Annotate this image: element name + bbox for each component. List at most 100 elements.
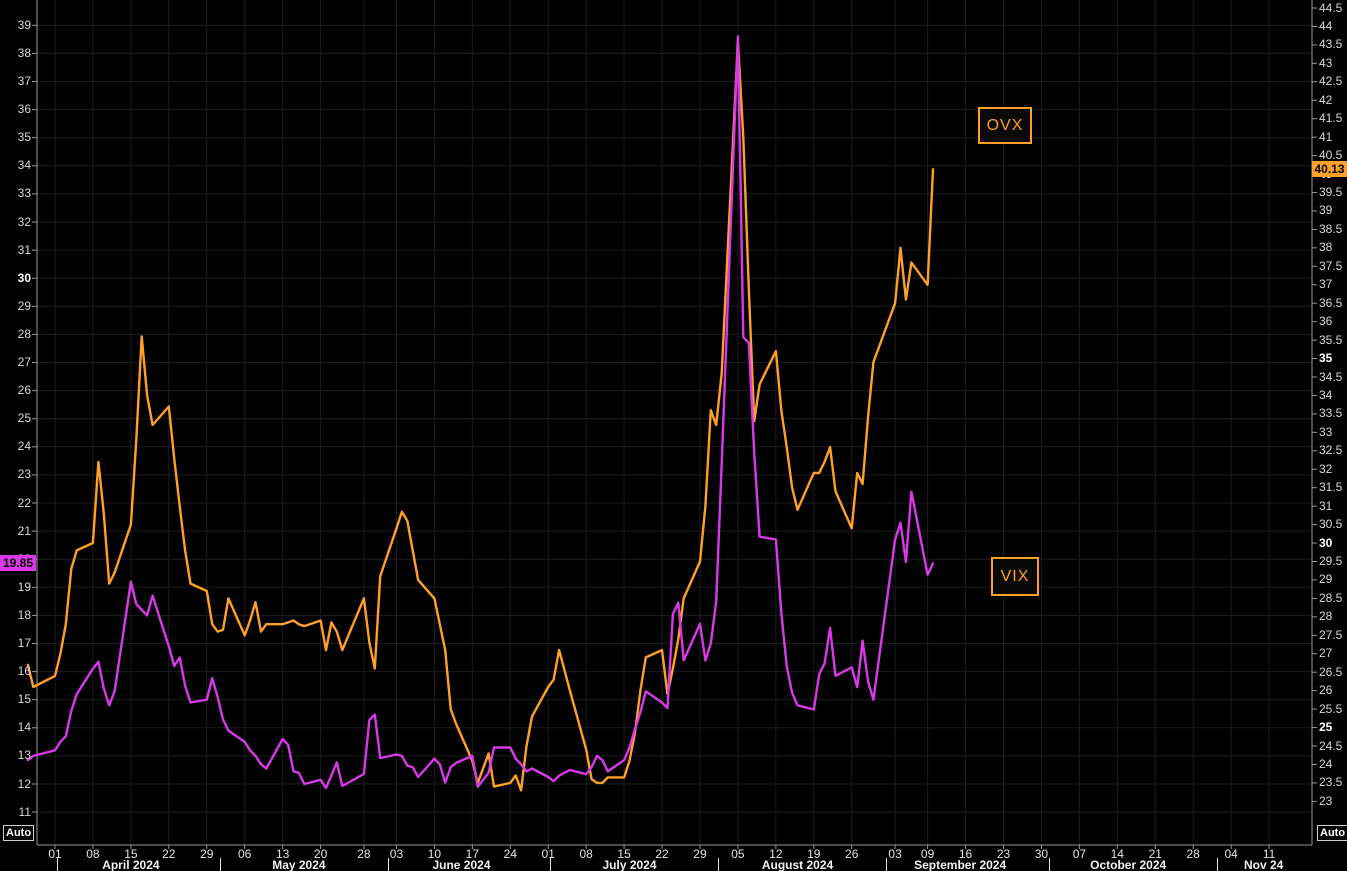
- x-axis-date-label: 19: [807, 847, 821, 861]
- right-axis-tick-label: 44.5: [1319, 0, 1343, 15]
- month-label: June 2024: [432, 858, 491, 871]
- right-axis-tick-label: 28.5: [1319, 590, 1343, 605]
- month-separator-tick: [219, 858, 221, 871]
- right-axis-tick-label: 37: [1319, 277, 1333, 292]
- month-separator-tick: [1048, 858, 1050, 871]
- month-label: September 2024: [914, 858, 1007, 871]
- x-axis-date-label: 30: [1034, 847, 1049, 861]
- vix-series-label[interactable]: VIX: [991, 557, 1039, 596]
- x-axis-date-label: 15: [617, 847, 631, 861]
- x-axis-date-label: 15: [124, 847, 138, 861]
- left-axis-tick-label: 18: [17, 607, 31, 622]
- right-axis-tick-label: 23: [1319, 793, 1333, 808]
- ovx-line: [26, 40, 935, 792]
- right-axis-tick-label: 43: [1319, 55, 1333, 70]
- x-axis-date-label: 04: [1224, 847, 1238, 861]
- x-axis-date-label: 22: [162, 847, 176, 861]
- month-label: May 2024: [272, 858, 326, 871]
- left-axis-tick-label: 34: [17, 158, 31, 173]
- left-axis-tick-label: 11: [18, 804, 31, 819]
- right-axis-tick-label: 25: [1319, 720, 1333, 735]
- left-axis-tick-label: 17: [17, 636, 31, 650]
- x-axis-date-label: 23: [996, 847, 1011, 861]
- right-axis-tick-label: 37.5: [1319, 258, 1343, 273]
- left-axis-tick-label: 13: [17, 748, 31, 763]
- right-axis-tick-label: 34: [1319, 387, 1333, 402]
- left-axis-tick-label: 24: [17, 439, 31, 454]
- right-axis-tick-label: 35.5: [1319, 332, 1343, 347]
- x-axis-date-label: 24: [503, 847, 517, 861]
- x-axis-date-label: 10: [427, 847, 442, 861]
- right-axis-tick-label: 38.5: [1319, 221, 1343, 236]
- x-axis-date-label: 20: [313, 847, 328, 861]
- right-axis-tick-label: 41.5: [1319, 111, 1343, 126]
- right-axis-tick-label: 31: [1319, 498, 1333, 513]
- right-axis-tick-label: 27: [1319, 646, 1333, 661]
- right-axis-tick-label: 32: [1319, 461, 1333, 476]
- right-axis-tick-label: 35: [1319, 351, 1333, 366]
- right-axis-tick-label: 42.5: [1319, 74, 1343, 89]
- right-axis-tick-label: 34.5: [1319, 369, 1343, 384]
- ovx-series-label[interactable]: OVX: [978, 107, 1032, 144]
- vix-last-price-badge: 19.85: [0, 555, 36, 572]
- left-axis-tick-label: 31: [17, 242, 31, 257]
- right-axis-tick-label: 26.5: [1319, 664, 1343, 679]
- right-axis-tick-label: 25.5: [1319, 701, 1343, 716]
- x-axis-date-label: 13: [275, 847, 290, 861]
- x-axis-date-label: 29: [693, 847, 707, 861]
- x-axis-date-label: 08: [579, 847, 593, 861]
- x-axis-date-label: 01: [48, 847, 62, 861]
- right-axis-tick-label: 33.5: [1319, 406, 1343, 421]
- left-axis-tick-label: 27: [17, 355, 31, 369]
- left-axis-tick-label: 14: [17, 720, 31, 735]
- right-axis-tick-label: 31.5: [1319, 480, 1343, 495]
- right-axis-tick-label: 36: [1319, 314, 1333, 329]
- right-axis-tick-label: 43.5: [1319, 37, 1343, 52]
- left-axis-tick-label: 12: [17, 776, 31, 791]
- ovx-last-price-badge: 40.13: [1312, 161, 1347, 178]
- x-axis-date-label: 26: [845, 847, 859, 861]
- x-axis-date-label: 29: [200, 847, 214, 861]
- left-axis-tick-label: 36: [17, 102, 31, 117]
- x-axis-date-label: 08: [86, 847, 100, 861]
- left-axis-tick-label: 38: [17, 45, 31, 60]
- left-axis-tick-label: 21: [17, 523, 31, 538]
- month-separator-tick: [387, 858, 389, 871]
- x-axis-date-label: 22: [655, 847, 669, 861]
- left-axis-tick-label: 15: [17, 692, 31, 707]
- left-axis-tick-label: 35: [17, 130, 31, 145]
- left-axis-tick-label: 26: [17, 383, 31, 398]
- right-axis-tick-label: 44: [1319, 18, 1333, 33]
- left-axis-tick-label: 29: [17, 298, 31, 313]
- x-axis-date-label: 09: [920, 847, 935, 861]
- right-axis-tick-label: 29: [1319, 572, 1333, 587]
- right-axis-tick-label: 28: [1319, 609, 1333, 624]
- month-label: August 2024: [761, 858, 834, 871]
- month-separator-tick: [886, 858, 888, 871]
- right-axis-tick-label: 29.5: [1319, 554, 1343, 568]
- x-axis-date-label: 14: [1110, 847, 1124, 861]
- x-axis-date-label: 01: [541, 847, 555, 861]
- month-separator-tick: [57, 858, 58, 871]
- right-axis-tick-label: 24.5: [1319, 738, 1343, 753]
- x-axis-date-label: 03: [888, 847, 902, 861]
- auto-scale-right-button[interactable]: Auto: [1317, 825, 1347, 841]
- left-axis-tick-label: 22: [17, 495, 31, 510]
- month-label: Nov 24: [1243, 858, 1284, 871]
- month-separator-tick: [1216, 858, 1218, 871]
- x-axis-date-label: 03: [389, 847, 404, 861]
- left-axis-tick-label: 32: [17, 214, 31, 229]
- left-axis-tick-label: 23: [17, 467, 31, 482]
- right-axis-tick-label: 36.5: [1319, 295, 1343, 310]
- month-separator-tick: [718, 858, 720, 871]
- left-axis-tick-label: 19: [17, 579, 31, 594]
- right-axis-tick-label: 41: [1319, 129, 1333, 144]
- auto-scale-left-button[interactable]: Auto: [3, 825, 35, 841]
- month-label: July 2024: [602, 858, 657, 871]
- x-axis-date-label: 16: [958, 847, 973, 861]
- left-axis-tick-label: 25: [17, 411, 31, 426]
- right-axis-tick-label: 38: [1319, 240, 1333, 255]
- left-axis-tick-label: 37: [17, 74, 31, 88]
- month-label: October 2024: [1090, 858, 1167, 871]
